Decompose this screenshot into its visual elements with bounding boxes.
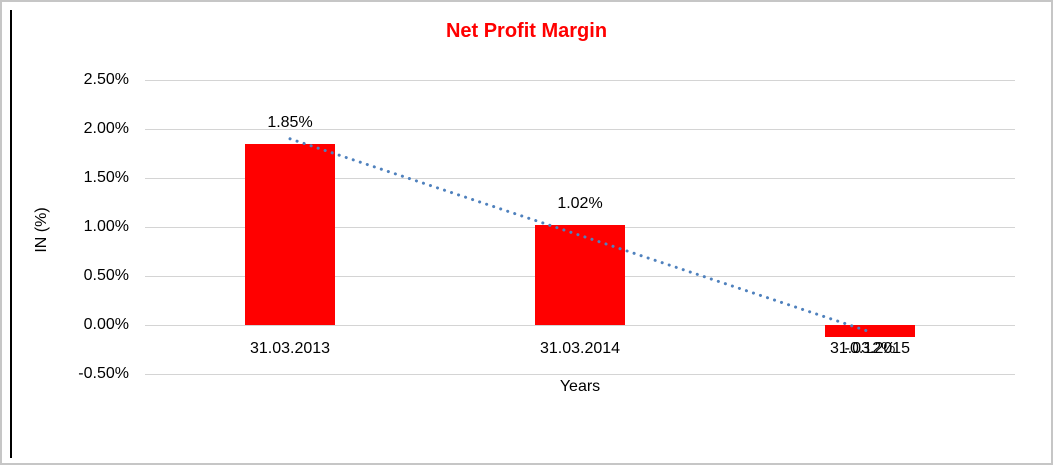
y-tick-label: 0.00% [83,316,129,333]
x-axis-title: Years [559,378,601,395]
y-tick-label: 1.00% [83,218,129,235]
gridline [145,79,1015,81]
gridline [145,373,1015,375]
y-tick-label: 2.00% [83,120,129,137]
x-category-label: 31.03.2015 [829,340,911,357]
bar-31.03.2013 [245,143,335,325]
y-tick-label: 2.50% [83,71,129,88]
y-tick-label: 1.50% [83,169,129,186]
x-category-label: 31.03.2013 [249,340,331,357]
gridline [145,128,1015,130]
left-border-line [10,10,12,458]
bar-31.03.2015 [825,325,915,337]
y-tick-label: 0.50% [83,267,129,284]
x-category-label: 31.03.2014 [539,340,621,357]
chart-title: Net Profit Margin [445,20,608,42]
bar-value-label: 1.85% [267,113,313,131]
bar-value-label: -0.12% [844,339,896,357]
bar-value-label: 1.02% [557,195,603,213]
bar-31.03.2014 [535,225,625,325]
y-tick-label: -0.50% [78,365,129,382]
